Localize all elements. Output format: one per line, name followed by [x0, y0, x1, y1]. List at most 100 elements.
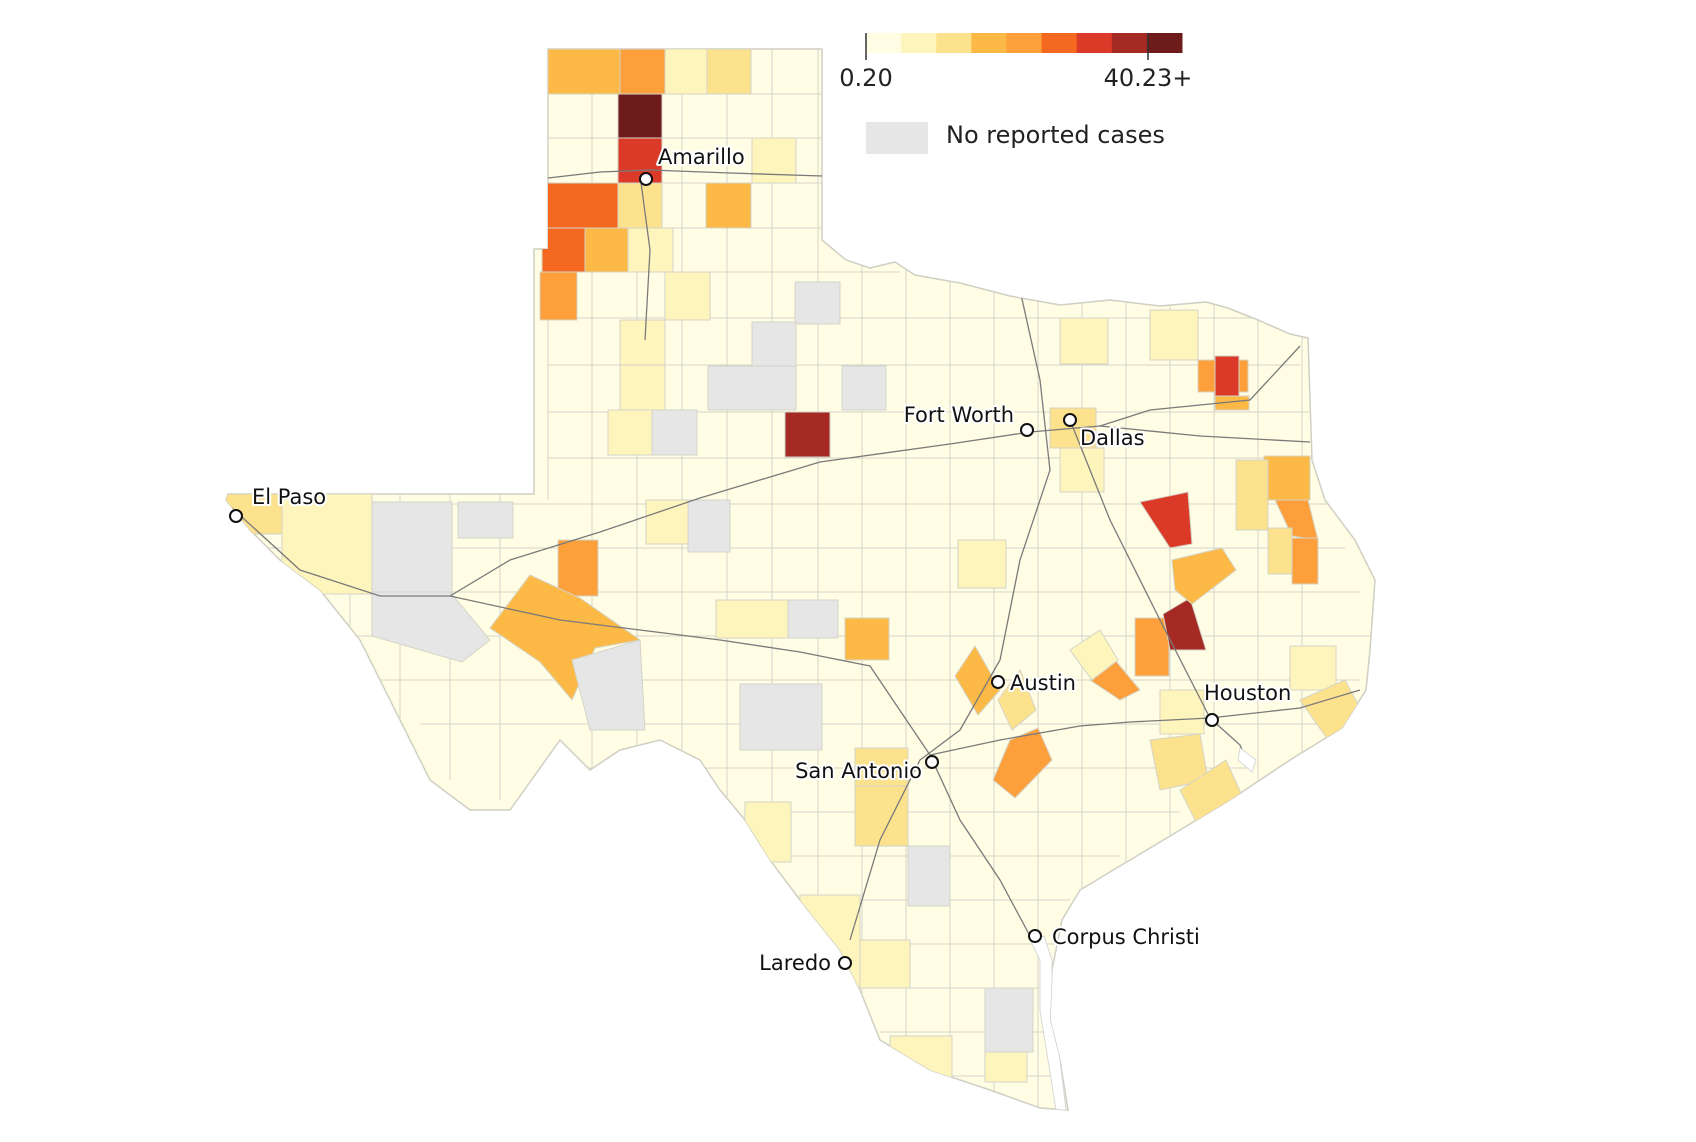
- city-marker-icon: [1028, 929, 1042, 943]
- city-fort-worth: Fort Worth: [902, 401, 1034, 437]
- legend-color-swatch: [1111, 33, 1148, 53]
- county-no-data: [739, 683, 823, 751]
- city-san-antonio: San Antonio: [793, 755, 939, 785]
- highways: [231, 169, 1361, 941]
- city-label: San Antonio: [795, 759, 922, 783]
- county: [1291, 537, 1319, 585]
- county: [1139, 491, 1193, 549]
- county-no-data: [841, 365, 887, 411]
- county-no-data: [907, 845, 951, 907]
- city-label: Laredo: [759, 951, 831, 975]
- city-marker-icon: [1063, 413, 1077, 427]
- city-laredo: Laredo: [757, 949, 852, 977]
- city-marker-icon: [639, 172, 653, 186]
- county: [1235, 459, 1269, 531]
- county: [1171, 547, 1237, 605]
- county: [844, 617, 890, 661]
- county: [957, 539, 1007, 589]
- county: [984, 1051, 1028, 1083]
- county: [619, 364, 666, 411]
- county: [706, 49, 752, 95]
- city-marker-icon: [229, 509, 243, 523]
- legend-color-swatch: [1041, 33, 1078, 53]
- city-dallas: Dallas: [1063, 413, 1147, 452]
- legend-color-swatch: [1006, 33, 1042, 53]
- city-austin: Austin: [991, 669, 1078, 697]
- city-label: El Paso: [252, 485, 326, 509]
- county: [784, 411, 831, 458]
- city-label: Fort Worth: [904, 403, 1014, 427]
- county: [557, 539, 599, 597]
- county: [859, 939, 911, 989]
- city-markers: Amarillo Fort Worth Dallas El Paso Austi…: [229, 143, 1293, 977]
- city-label: Austin: [1010, 671, 1076, 695]
- city-marker-icon: [991, 675, 1005, 689]
- city-label: Dallas: [1080, 426, 1145, 450]
- county: [541, 182, 619, 229]
- county-no-data: [707, 365, 797, 411]
- county: [619, 49, 666, 95]
- county: [1059, 317, 1109, 365]
- county-no-data: [751, 321, 797, 367]
- county: [584, 227, 629, 273]
- city-houston: Houston: [1202, 679, 1293, 727]
- county: [705, 182, 752, 229]
- county: [617, 93, 663, 139]
- county-no-data: [984, 987, 1034, 1053]
- county-no-data: [571, 639, 646, 731]
- city-marker-icon: [1020, 423, 1034, 437]
- county: [1069, 629, 1119, 681]
- county: [664, 271, 711, 321]
- legend-max-label: 40.23+: [1104, 64, 1193, 92]
- county: [751, 137, 797, 184]
- city-amarillo: Amarillo: [639, 143, 747, 186]
- county: [619, 319, 666, 366]
- legend-color-swatch: [971, 33, 1007, 53]
- city-marker-icon: [1205, 713, 1219, 727]
- county-no-data: [794, 281, 841, 325]
- legend-color-scale: [866, 33, 1183, 53]
- legend-color-swatch: [1076, 33, 1113, 53]
- city-label: Amarillo: [658, 145, 745, 169]
- city-el-paso: El Paso: [229, 483, 328, 523]
- county: [1263, 455, 1311, 501]
- legend-color-swatch: [901, 33, 937, 53]
- county: [1214, 355, 1240, 397]
- legend-min-label: 0.20: [839, 64, 892, 92]
- county: [489, 574, 642, 701]
- county: [715, 599, 789, 639]
- legend-color-swatch: [866, 33, 902, 53]
- county-no-data: [371, 591, 491, 663]
- county: [1059, 447, 1105, 493]
- legend-no-data-swatch: [866, 122, 928, 154]
- county: [539, 271, 578, 321]
- city-marker-icon: [925, 755, 939, 769]
- county: [889, 1035, 953, 1087]
- county-no-data: [787, 599, 839, 639]
- city-label: Corpus Christi: [1052, 925, 1200, 949]
- county: [992, 727, 1053, 799]
- county: [954, 645, 1001, 716]
- county: [1159, 689, 1205, 735]
- county: [1162, 597, 1207, 651]
- county-no-data: [651, 409, 698, 456]
- county: [997, 668, 1037, 731]
- legend-color-swatch: [1146, 33, 1183, 53]
- county: [617, 182, 663, 229]
- county: [664, 49, 708, 95]
- county: [541, 227, 586, 273]
- legend-no-data-label: No reported cases: [946, 121, 1165, 149]
- county: [1134, 617, 1170, 677]
- county: [1267, 527, 1293, 575]
- legend-color-swatch: [936, 33, 972, 53]
- city-marker-icon: [838, 956, 852, 970]
- legend: 0.20 40.23+ No reported cases: [839, 33, 1192, 154]
- county-no-data: [687, 499, 731, 553]
- county: [1149, 309, 1199, 361]
- county: [607, 409, 654, 456]
- city-label: Houston: [1204, 681, 1291, 705]
- city-corpus-christi: Corpus Christi: [1028, 923, 1202, 951]
- county: [645, 499, 689, 545]
- county: [1289, 645, 1337, 691]
